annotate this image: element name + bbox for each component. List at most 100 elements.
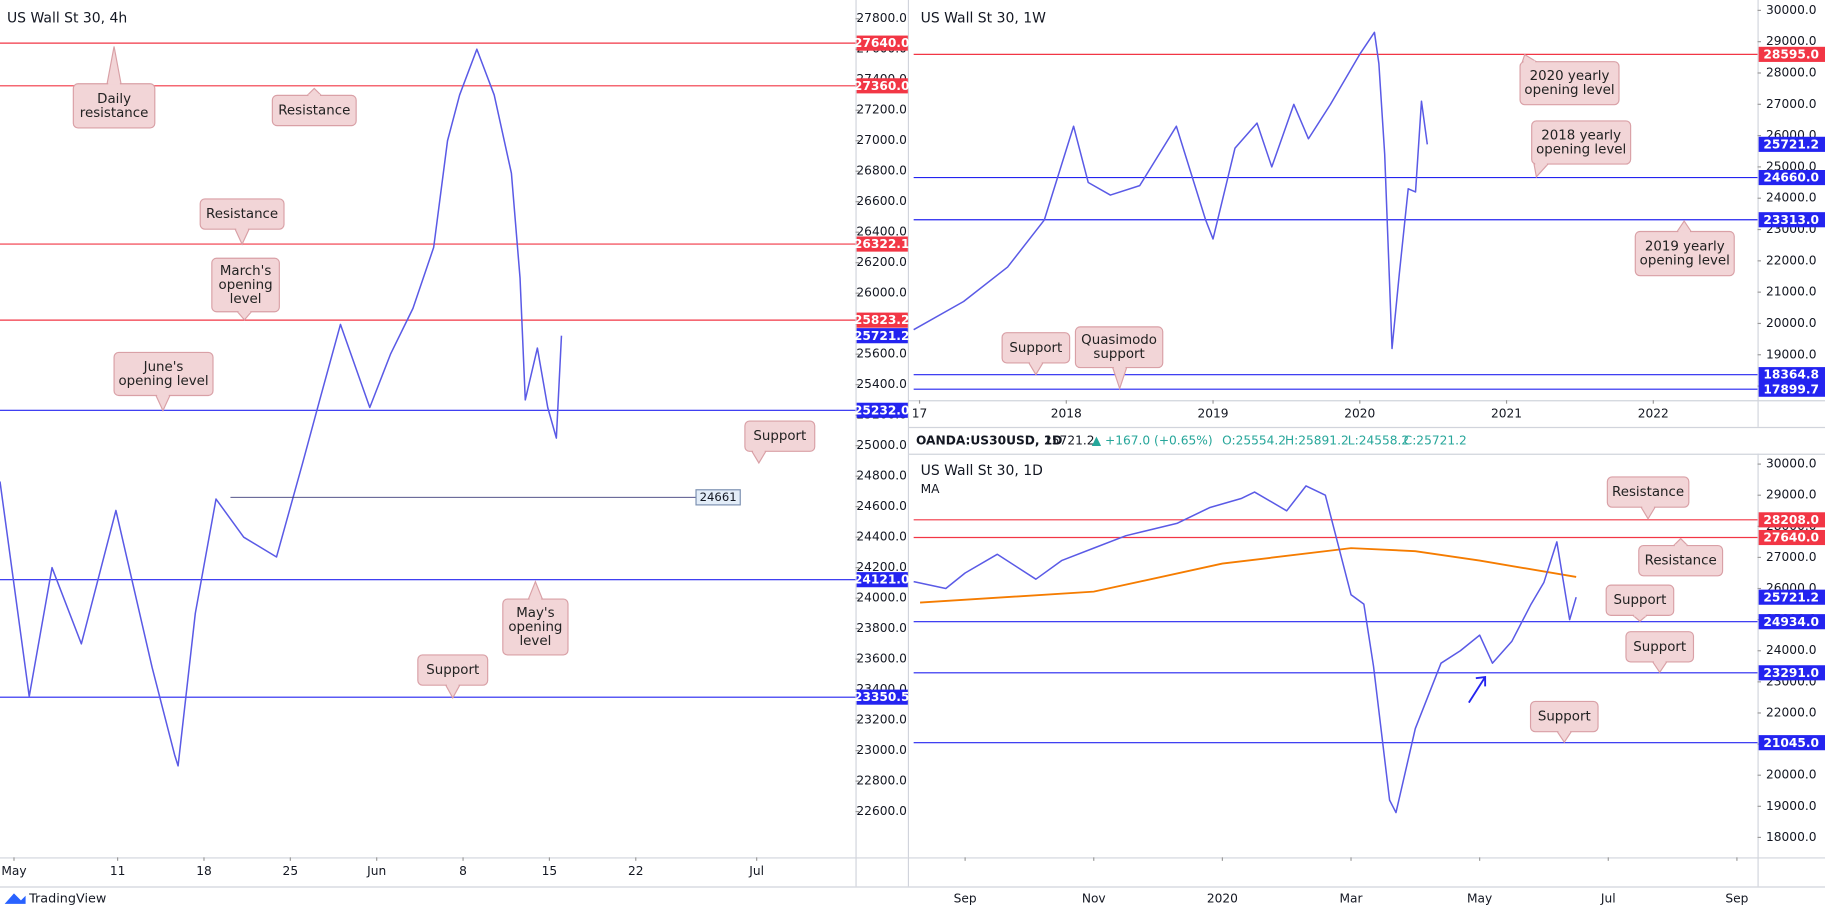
y-tick-label: 25600.0 <box>856 347 906 361</box>
y-tick-label: 21000.0 <box>1766 285 1816 299</box>
y-tick-label: 27800.0 <box>856 11 906 25</box>
price-line <box>913 485 1577 814</box>
level-label: 27640.0 <box>854 36 910 50</box>
y-tick-label: 22000.0 <box>1766 705 1816 719</box>
callout-text: opening level <box>118 374 208 389</box>
level-label: 25232.0 <box>854 403 910 417</box>
level-label-box <box>1758 46 1825 62</box>
y-tick-label: 26000.0 <box>856 286 906 300</box>
callout-text: opening level <box>1536 142 1626 157</box>
x-tick-label: 8 <box>459 864 467 878</box>
x-tick-label: 2020 <box>1207 892 1238 906</box>
y-tick-label: 19000.0 <box>1766 347 1816 361</box>
level-label: 27640.0 <box>1763 531 1819 545</box>
level-label-box <box>856 312 908 328</box>
y-tick-label: 24800.0 <box>856 469 906 483</box>
level-label: 25721.2 <box>1763 137 1819 151</box>
callout-text: June's <box>143 360 184 375</box>
y-tick-label: 24200.0 <box>856 560 906 574</box>
level-label: 18364.8 <box>1763 368 1819 382</box>
x-tick-label: Jul <box>1600 892 1616 906</box>
level-label-box <box>856 35 908 51</box>
y-tick-label: 20000.0 <box>1766 768 1816 782</box>
callout-seam <box>753 450 765 453</box>
callout-seam <box>308 94 321 97</box>
level-label-box <box>856 572 908 588</box>
callout-seam <box>1113 366 1126 369</box>
y-tick-label: 24600.0 <box>856 499 906 513</box>
y-tick-label: 19000.0 <box>1766 799 1816 813</box>
callout-seam <box>1523 60 1536 63</box>
header-high: H:25891.2 <box>1285 433 1349 447</box>
indicator-name: MA <box>921 482 941 496</box>
y-tick-label: 20000.0 <box>1766 316 1816 330</box>
y-tick-label: 26200.0 <box>856 255 906 269</box>
x-tick-label: Nov <box>1082 892 1106 906</box>
header-last: 25721.2 <box>1044 433 1094 447</box>
y-tick-label: 27000.0 <box>856 133 906 147</box>
callout-seam <box>1642 506 1654 509</box>
callout-seam <box>1558 730 1571 733</box>
x-tick-label: May <box>1467 892 1492 906</box>
x-tick-label: 2018 <box>1051 407 1082 421</box>
y-tick-label: 22800.0 <box>856 774 906 788</box>
y-tick-label: 24000.0 <box>856 591 906 605</box>
y-tick-label: 24000.0 <box>1766 643 1816 657</box>
y-tick-label: 22000.0 <box>1766 253 1816 267</box>
level-label-box <box>856 236 908 252</box>
y-tick-label: 23200.0 <box>856 713 906 727</box>
level-label-box <box>1758 529 1825 546</box>
level-label: 23313.0 <box>1763 213 1819 227</box>
callout-text: 2020 yearly <box>1530 69 1610 84</box>
moving-average <box>920 547 1577 604</box>
y-tick-label: 26800.0 <box>856 164 906 178</box>
y-tick-label: 24400.0 <box>856 530 906 544</box>
level-label: 25721.2 <box>854 329 910 343</box>
level-label-box <box>1758 170 1825 186</box>
callout-seam <box>157 394 169 397</box>
y-tick-label: 25000.0 <box>1766 159 1816 173</box>
y-tick-label: 26400.0 <box>856 225 906 239</box>
y-tick-label: 24000.0 <box>1766 191 1816 205</box>
x-tick-label: Sep <box>1725 892 1748 906</box>
callout-text: level <box>230 292 262 307</box>
callout-text: March's <box>220 264 271 279</box>
callout-text: resistance <box>80 106 149 121</box>
x-tick-label: 15 <box>542 864 558 878</box>
callout: Resistance <box>1606 476 1690 520</box>
chart-title: US Wall St 30, 1D <box>921 463 1043 479</box>
callout-seam <box>529 597 542 601</box>
callout-seam <box>236 228 248 231</box>
level-label: 27360.0 <box>854 79 910 93</box>
level-label: 24660.0 <box>1763 171 1819 185</box>
callout-text: Support <box>1633 640 1686 655</box>
y-tick-label: 26600.0 <box>856 194 906 208</box>
y-tick-label: 29000.0 <box>1766 488 1816 502</box>
x-tick-label: 25 <box>283 864 299 878</box>
callout-text: Daily <box>97 92 131 107</box>
y-tick-label: 25400.0 <box>856 377 906 391</box>
header-low: L:24558.2 <box>1348 433 1409 447</box>
level-label-box <box>1758 512 1825 528</box>
level-label: 26322.1 <box>854 237 910 251</box>
callout: Support <box>1529 700 1599 744</box>
chart-title: US Wall St 30, 1W <box>921 11 1046 27</box>
callout-seam <box>446 684 459 687</box>
marker-box <box>695 489 741 506</box>
callout-text: opening level <box>1640 254 1730 269</box>
level-label: 17899.7 <box>1763 382 1819 396</box>
header-symbol: OANDA:US30USD, 1D <box>916 433 1062 447</box>
y-tick-label: 27000.0 <box>1766 97 1816 111</box>
x-tick-label: Mar <box>1339 892 1363 906</box>
level-label: 25823.2 <box>854 313 910 327</box>
x-tick-label: 2019 <box>1198 407 1229 421</box>
x-tick-label: May <box>1 864 26 878</box>
callout: Support <box>1605 584 1675 622</box>
